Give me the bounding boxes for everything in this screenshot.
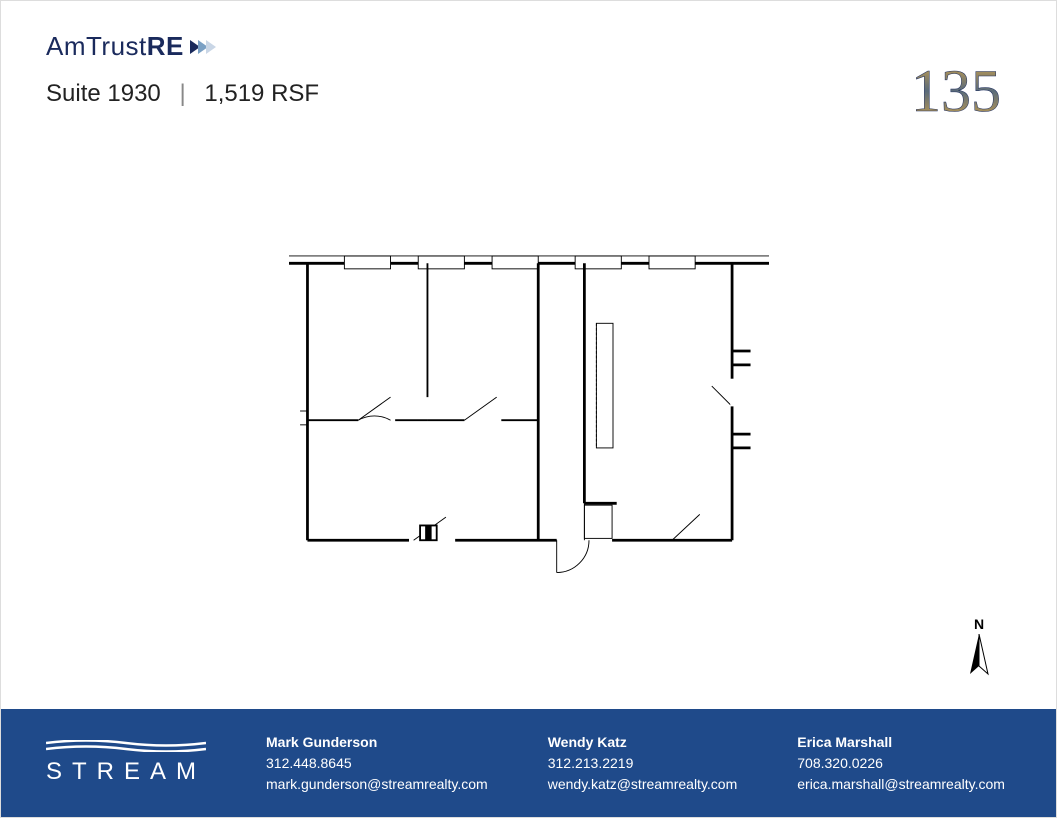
contact-email: wendy.katz@streamrealty.com bbox=[548, 774, 738, 795]
contact-phone: 708.320.0226 bbox=[797, 753, 1005, 774]
footer: STREAM Mark Gunderson 312.448.8645 mark.… bbox=[1, 709, 1056, 817]
contact-name: Erica Marshall bbox=[797, 732, 1005, 753]
stream-logo: STREAM bbox=[46, 740, 206, 786]
contact-3: Erica Marshall 708.320.0226 erica.marsha… bbox=[797, 732, 1005, 795]
header: AmTrustRE Suite 1930 | 1,519 RSF bbox=[46, 31, 1011, 108]
contact-email: erica.marshall@streamrealty.com bbox=[797, 774, 1005, 795]
rsf-value: 1,519 RSF bbox=[204, 80, 319, 107]
svg-text:135: 135 bbox=[911, 58, 1001, 124]
contact-name: Mark Gunderson bbox=[266, 732, 488, 753]
amtrust-logo: AmTrustRE bbox=[46, 31, 1011, 62]
floorplan bbox=[289, 241, 769, 561]
stream-text: STREAM bbox=[46, 758, 206, 786]
brand-suffix: RE bbox=[147, 31, 184, 61]
contact-2: Wendy Katz 312.213.2219 wendy.katz@strea… bbox=[548, 732, 738, 795]
compass-label: N bbox=[962, 616, 996, 632]
contact-1: Mark Gunderson 312.448.8645 mark.gunders… bbox=[266, 732, 488, 795]
compass-arrow-icon bbox=[962, 634, 996, 682]
contact-phone: 312.213.2219 bbox=[548, 753, 738, 774]
wave-icon bbox=[46, 740, 206, 752]
building-135-logo: 135 bbox=[901, 51, 1011, 126]
brand-main: AmTrust bbox=[46, 31, 147, 61]
contact-phone: 312.448.8645 bbox=[266, 753, 488, 774]
contact-email: mark.gunderson@streamrealty.com bbox=[266, 774, 488, 795]
contact-name: Wendy Katz bbox=[548, 732, 738, 753]
suite-line: Suite 1930 | 1,519 RSF bbox=[46, 80, 1011, 108]
compass: N bbox=[962, 616, 996, 687]
suite-label: Suite 1930 bbox=[46, 80, 161, 107]
arrows-icon bbox=[190, 36, 220, 58]
separator: | bbox=[179, 80, 185, 107]
